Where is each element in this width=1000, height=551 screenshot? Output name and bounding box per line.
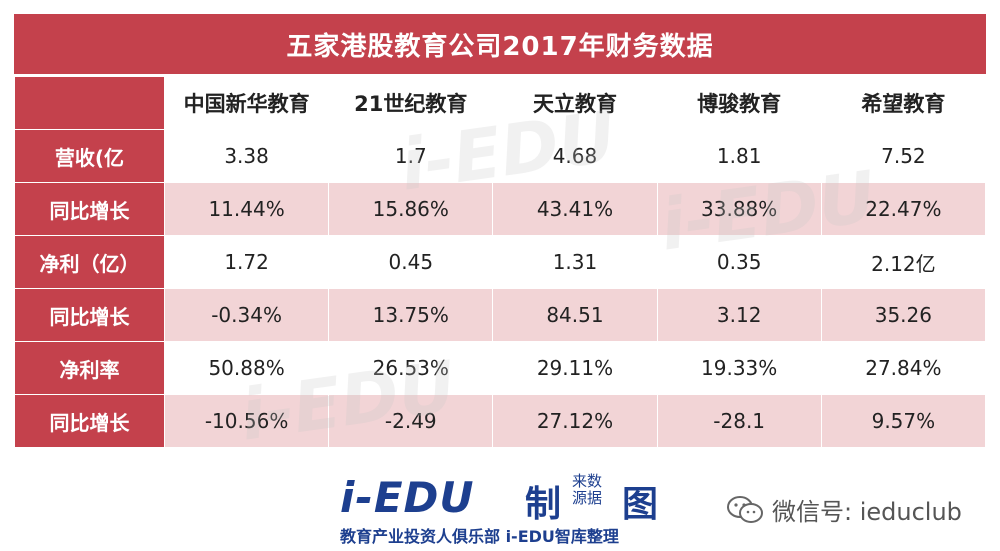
table-title: 五家港股教育公司2017年财务数据 — [14, 14, 986, 74]
financial-table: 中国新华教育 21世纪教育 天立教育 博骏教育 希望教育 营收(亿 3.38 1… — [14, 76, 987, 448]
table-cell: 50.88% — [163, 341, 330, 395]
wechat-text: 微信号: ieduclub — [772, 498, 962, 526]
table-row: 营收(亿 3.38 1.7 4.68 1.81 7.52 — [14, 129, 987, 183]
table-cell: 9.57% — [820, 394, 987, 448]
table-header-row: 中国新华教育 21世纪教育 天立教育 博骏教育 希望教育 — [14, 76, 987, 130]
table-cell: 2.12亿 — [820, 235, 987, 289]
row-label: 同比增长 — [14, 394, 165, 448]
table-cell: 1.72 — [163, 235, 330, 289]
table-row: 净利（亿） 1.72 0.45 1.31 0.35 2.12亿 — [14, 235, 987, 289]
table-cell: 27.84% — [820, 341, 987, 395]
table-cell: 3.38 — [163, 129, 330, 183]
row-label: 同比增长 — [14, 182, 165, 236]
table-cell: 43.41% — [492, 182, 658, 236]
table-cell: 13.75% — [328, 288, 494, 342]
table-cell: 19.33% — [656, 341, 822, 395]
table-cell: -10.56% — [163, 394, 330, 448]
table-cell: 0.45 — [328, 235, 494, 289]
column-header: 21世纪教育 — [328, 76, 494, 130]
table-cell: 3.12 — [656, 288, 822, 342]
table-cell: 11.44% — [163, 182, 330, 236]
table-cell: 26.53% — [328, 341, 494, 395]
table-cell: 1.81 — [656, 129, 822, 183]
table-cell: -2.49 — [328, 394, 494, 448]
table-row: 同比增长 -0.34% 13.75% 84.51 3.12 35.26 — [14, 288, 987, 342]
column-header: 中国新华教育 — [163, 76, 330, 130]
column-header: 天立教育 — [492, 76, 658, 130]
table-corner — [14, 76, 165, 130]
row-label: 营收(亿 — [14, 129, 165, 183]
table-cell: -28.1 — [656, 394, 822, 448]
logo-subtext: 来数源据 — [572, 472, 603, 507]
table-cell: 33.88% — [656, 182, 822, 236]
row-label: 同比增长 — [14, 288, 165, 342]
table-cell: 0.35 — [656, 235, 822, 289]
iedu-logo: i-EDU 制 来数源据 图 教育产业投资人俱乐部 i-EDU智库整理 — [340, 473, 690, 548]
logo-zhi: 制 — [525, 484, 562, 525]
footer: i-EDU 制 来数源据 图 教育产业投资人俱乐部 i-EDU智库整理 微信号:… — [0, 470, 1000, 551]
table-cell: 22.47% — [820, 182, 987, 236]
table-cell: 27.12% — [492, 394, 658, 448]
table-cell: 15.86% — [328, 182, 494, 236]
table-cell: 4.68 — [492, 129, 658, 183]
row-label: 净利（亿） — [14, 235, 165, 289]
logo-wordmark: i-EDU — [340, 473, 475, 522]
table-row: 同比增长 11.44% 15.86% 43.41% 33.88% 22.47% — [14, 182, 987, 236]
logo-tagline: 教育产业投资人俱乐部 i-EDU智库整理 — [340, 527, 619, 546]
logo-tu: 图 — [622, 484, 659, 525]
table-row: 净利率 50.88% 26.53% 29.11% 19.33% 27.84% — [14, 341, 987, 395]
table-cell: 84.51 — [492, 288, 658, 342]
table-cell: 1.7 — [328, 129, 494, 183]
table-cell: 7.52 — [820, 129, 987, 183]
wechat-icon — [726, 495, 764, 525]
column-header: 希望教育 — [820, 76, 987, 130]
table-row: 同比增长 -10.56% -2.49 27.12% -28.1 9.57% — [14, 394, 987, 448]
row-label: 净利率 — [14, 341, 165, 395]
table-cell: 1.31 — [492, 235, 658, 289]
table-cell: 29.11% — [492, 341, 658, 395]
column-header: 博骏教育 — [656, 76, 822, 130]
wechat-id: 微信号: ieduclub — [726, 492, 962, 527]
table-cell: -0.34% — [163, 288, 330, 342]
table-cell: 35.26 — [820, 288, 987, 342]
